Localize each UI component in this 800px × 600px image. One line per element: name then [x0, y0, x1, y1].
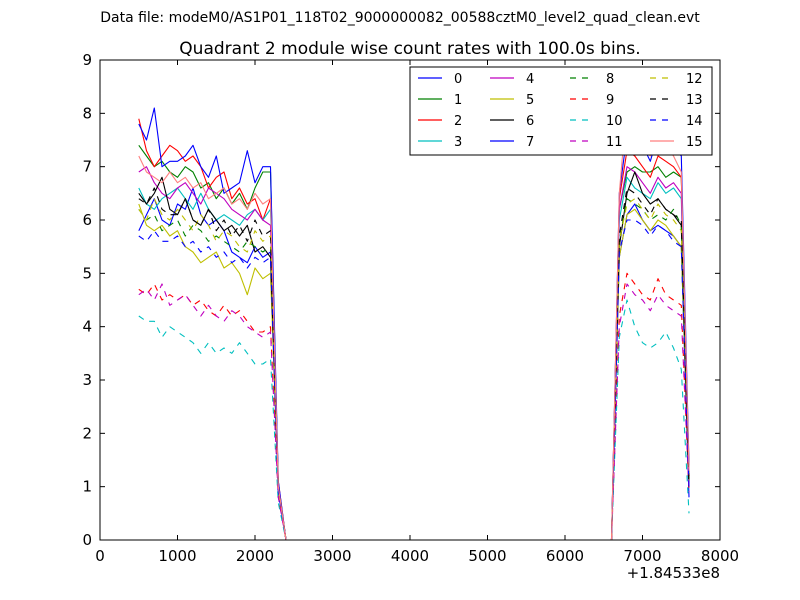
- series-line-12: [138, 198, 690, 540]
- series-line-5: [138, 203, 690, 540]
- x-tick-label: 8000: [701, 547, 739, 565]
- x-offset-label: +1.84533e8: [627, 564, 720, 582]
- y-tick-label: 2: [82, 424, 92, 442]
- y-tick-label: 3: [82, 371, 92, 389]
- y-tick-label: 1: [82, 478, 92, 496]
- legend-label: 10: [606, 114, 623, 129]
- legend-label: 1: [454, 93, 462, 108]
- series-line-11: [138, 283, 690, 540]
- x-tick-label: 2000: [236, 547, 274, 565]
- legend-label: 11: [606, 135, 623, 150]
- legend-label: 6: [526, 114, 534, 129]
- y-tick-label: 6: [82, 211, 92, 229]
- y-tick-label: 9: [82, 51, 92, 69]
- series-line-9: [138, 272, 690, 540]
- figure-suptitle: Data file: modeM0/AS1P01_118T02_90000000…: [100, 10, 700, 26]
- y-tick-label: 8: [82, 104, 92, 122]
- legend-label: 15: [686, 135, 703, 150]
- x-tick-label: 4000: [391, 547, 429, 565]
- x-tick-label: 6000: [546, 547, 584, 565]
- series-line-8: [138, 198, 690, 540]
- series-line-4: [138, 166, 690, 540]
- x-tick-label: 0: [95, 547, 105, 565]
- series-line-14: [138, 219, 690, 540]
- legend-label: 14: [686, 114, 703, 129]
- legend-label: 8: [606, 72, 614, 87]
- x-tick-label: 7000: [623, 547, 661, 565]
- legend-frame: [409, 66, 713, 156]
- x-tick-label: 3000: [313, 547, 351, 565]
- series-line-1: [138, 144, 690, 540]
- series-line-6: [138, 171, 690, 540]
- series-line-7: [138, 107, 690, 540]
- legend-label: 9: [606, 93, 614, 108]
- legend-label: 0: [454, 72, 462, 87]
- x-tick-label: 1000: [158, 547, 196, 565]
- series-line-15: [138, 102, 690, 540]
- legend-label: 2: [454, 114, 462, 129]
- chart-title: Quadrant 2 module wise count rates with …: [179, 39, 640, 59]
- legend-label: 3: [454, 135, 462, 150]
- series-line-2: [138, 118, 690, 540]
- y-tick-label: 7: [82, 158, 92, 176]
- series-line-10: [138, 299, 690, 540]
- x-axis: 0 1000 2000 3000 4000 5000 6000 7000 8000: [95, 60, 739, 565]
- y-tick-label: 4: [82, 318, 92, 336]
- y-tick-label: 0: [82, 531, 92, 549]
- y-tick-label: 5: [82, 264, 92, 282]
- legend-label: 12: [686, 72, 703, 87]
- legend-label: 7: [526, 135, 534, 150]
- x-tick-label: 5000: [468, 547, 506, 565]
- legend-label: 13: [686, 93, 703, 108]
- legend-label: 5: [526, 93, 534, 108]
- series-line-13: [138, 187, 690, 540]
- legend-label: 4: [526, 72, 534, 87]
- series-layer: [138, 102, 690, 540]
